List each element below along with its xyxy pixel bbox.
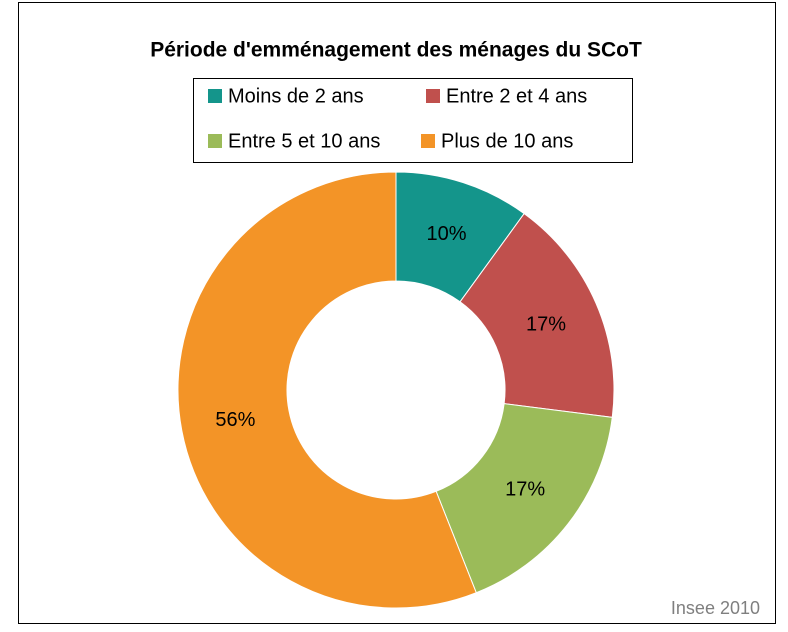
legend-swatch <box>421 134 435 148</box>
legend-swatch <box>426 89 440 103</box>
legend-box <box>193 78 633 163</box>
chart-title: Période d'emménagement des ménages du SC… <box>150 39 642 62</box>
donut-slice <box>177 171 477 609</box>
source-note: Insee 2010 <box>671 598 760 618</box>
legend-label: Entre 5 et 10 ans <box>228 130 380 152</box>
data-label: 17% <box>505 478 545 500</box>
legend-label: Plus de 10 ans <box>441 130 573 152</box>
legend-label: Moins de 2 ans <box>228 85 364 107</box>
legend-swatch <box>208 89 222 103</box>
data-label: 17% <box>526 313 566 335</box>
data-label: 56% <box>215 409 255 431</box>
legend-swatch <box>208 134 222 148</box>
data-label: 10% <box>427 223 467 245</box>
donut-slice <box>459 212 615 418</box>
legend-label: Entre 2 et 4 ans <box>446 85 587 107</box>
donut-slice <box>435 403 613 594</box>
